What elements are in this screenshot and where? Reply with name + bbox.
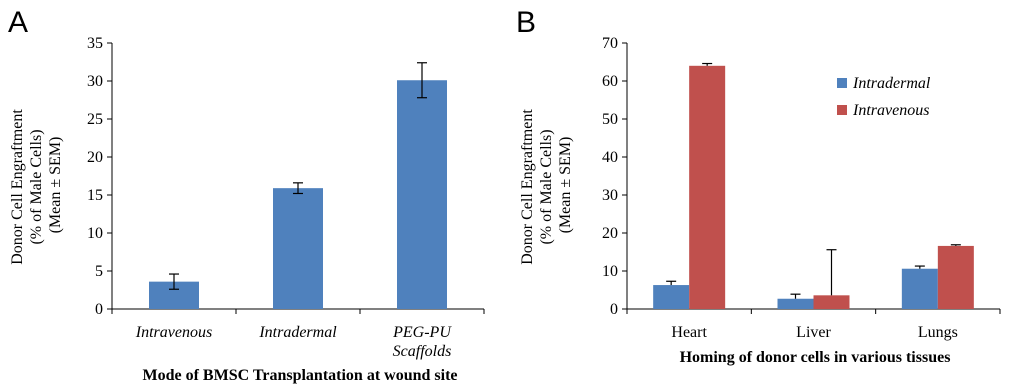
y-tick-label: 70 (602, 35, 618, 52)
chart-panel-a: A Donor Cell Engraftment (% of Male Cell… (8, 6, 485, 384)
panel-label-a: A (8, 6, 28, 39)
y-axis-label-line: Donor Cell Engraftment (9, 109, 26, 265)
y-tick-label: 20 (602, 225, 618, 242)
y-tick-label: 0 (95, 301, 103, 318)
y-ticks-b: 0 10 20 30 40 50 60 70 (602, 35, 618, 318)
y-axis-label-a: Donor Cell Engraftment (% of Male Cells)… (9, 105, 64, 265)
y-axis-label-b: Donor Cell Engraftment (% of Male Cells)… (519, 105, 574, 265)
y-tick-label: 10 (87, 225, 103, 242)
y-tick-label: 35 (87, 35, 103, 52)
y-axis-label-line: Donor Cell Engraftment (519, 109, 536, 265)
y-tick-label: 25 (87, 111, 103, 128)
x-categories-a: Intravenous Intradermal PEG-PU Scaffolds (135, 324, 453, 360)
y-axis-label-line: (Mean ± SEM) (557, 137, 574, 234)
legend-label-intradermal: Intradermal (852, 75, 931, 92)
x-categories-b: Heart Liver Lungs (671, 324, 957, 341)
bar-lungs-intradermal (901, 268, 938, 309)
y-axis-label-line: (Mean ± SEM) (47, 137, 64, 234)
y-axis-label-line: (% of Male Cells) (28, 129, 45, 244)
y-tick-label: 10 (602, 263, 618, 280)
bar-liver-intravenous (813, 295, 850, 309)
bar-heart-intravenous (689, 65, 726, 309)
x-category-label: Heart (671, 324, 707, 341)
legend-label-intravenous: Intravenous (852, 102, 929, 119)
y-tick-label: 15 (87, 187, 103, 204)
bars-b (653, 62, 974, 309)
y-ticks-a: 0 5 10 15 20 25 30 35 (87, 35, 103, 318)
chart-panel-b: B Donor Cell Engraftment (% of Male Cell… (516, 6, 1001, 366)
x-category-label: Intradermal (258, 324, 337, 341)
bars-a (149, 62, 447, 310)
y-tick-label: 40 (602, 149, 618, 166)
bar-lungs-intravenous (937, 245, 974, 309)
bar-liver-intradermal (777, 298, 814, 309)
y-tick-label: 60 (602, 73, 618, 90)
y-tick-label: 50 (602, 111, 618, 128)
x-axis-label-b: Homing of donor cells in various tissues (680, 349, 951, 366)
panel-label-b: B (516, 6, 536, 39)
legend-b: Intradermal Intravenous (837, 75, 931, 119)
bar-heart-intradermal (653, 285, 690, 309)
bar-intradermal (273, 188, 323, 309)
x-category-label: Lungs (918, 324, 958, 341)
bar-peg-pu-scaffolds (397, 80, 447, 310)
legend-swatch-intravenous (837, 105, 847, 115)
x-category-label: PEG-PU Scaffolds (392, 324, 452, 360)
y-tick-label: 20 (87, 149, 103, 166)
legend-swatch-intradermal (837, 78, 847, 88)
y-axis-label-line: (% of Male Cells) (538, 129, 555, 244)
y-tick-label: 30 (87, 73, 103, 90)
x-category-label: Intravenous (135, 324, 212, 341)
y-tick-label: 0 (610, 301, 618, 318)
y-tick-label: 30 (602, 187, 618, 204)
x-axis-label-a: Mode of BMSC Transplantation at wound si… (143, 367, 458, 384)
x-category-label: Liver (796, 324, 831, 341)
y-tick-label: 5 (95, 263, 103, 280)
